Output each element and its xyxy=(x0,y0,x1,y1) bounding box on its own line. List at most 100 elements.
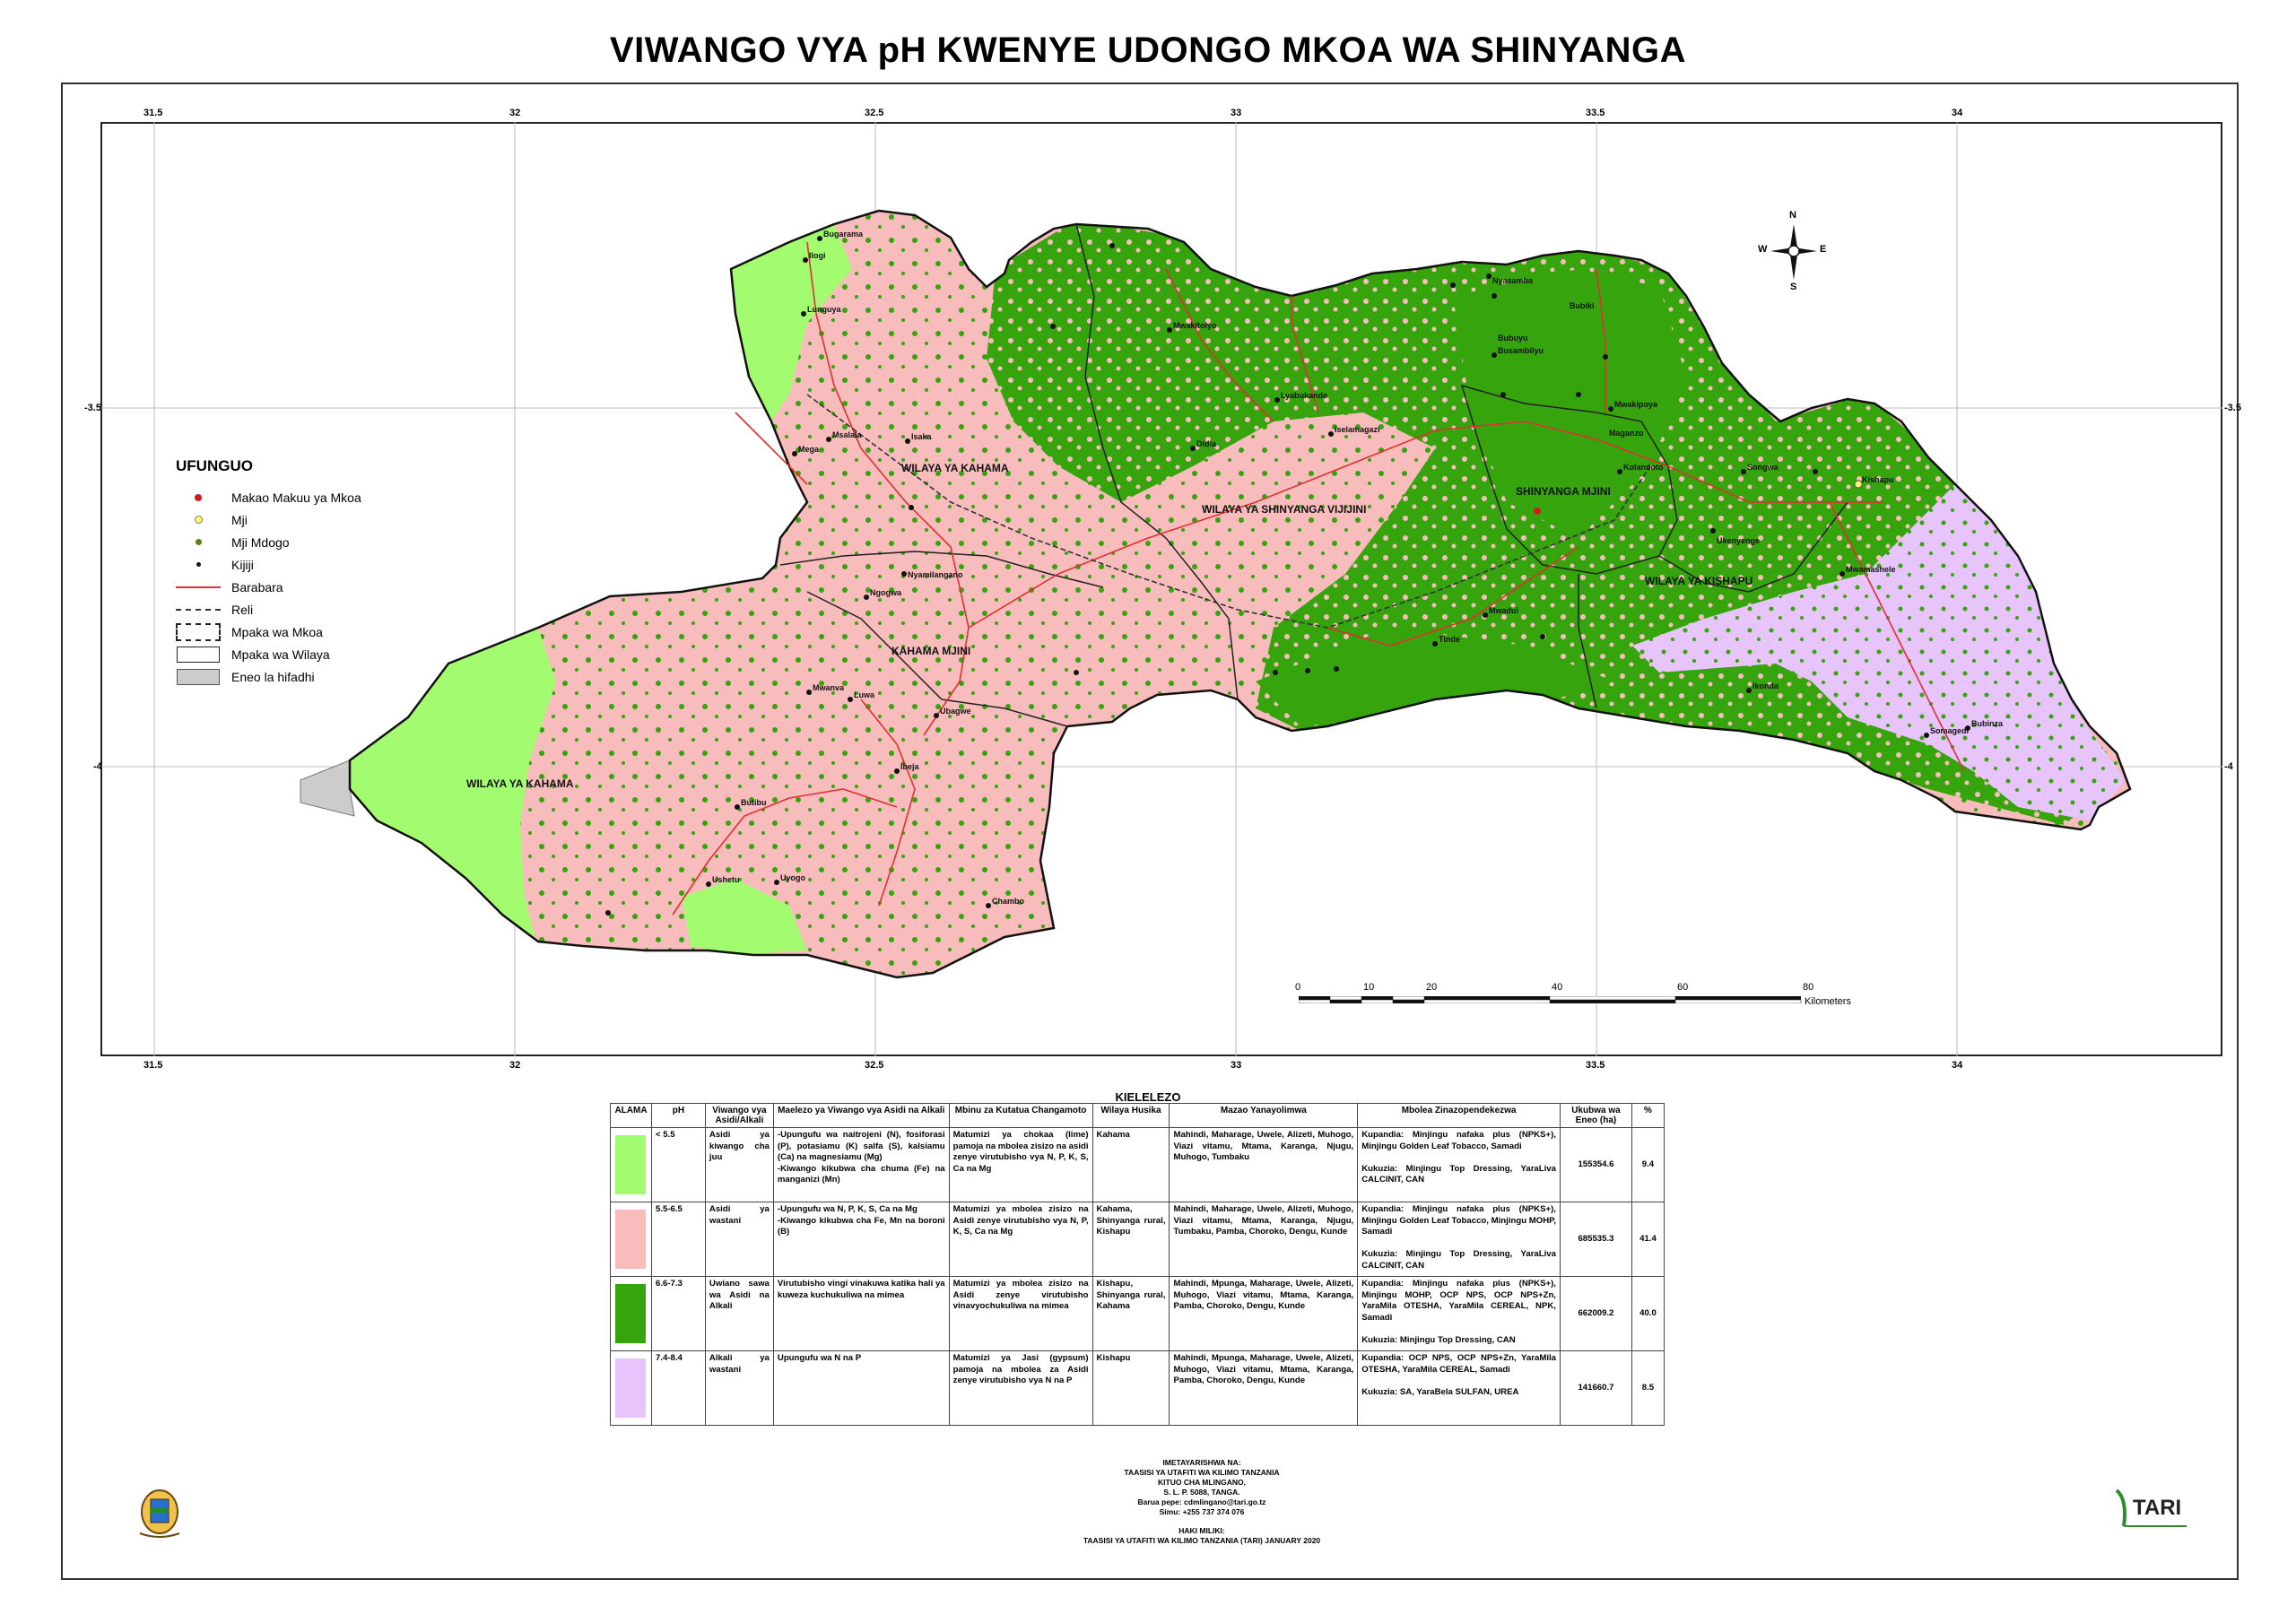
region-boundary-icon xyxy=(176,622,221,641)
district-boundaries xyxy=(779,223,1848,727)
key-header: Maelezo ya Viwango vya Asidi na Alkali xyxy=(772,1103,950,1128)
legend-item: Reli xyxy=(176,598,382,621)
place-labels: Bugarama Ilogi Lunguya Msalala Mega Isak… xyxy=(712,230,2004,906)
ph-color-swatch xyxy=(615,1135,647,1194)
key-cell-ph: 5.5-6.5 xyxy=(650,1202,706,1277)
scale-bar: 0 10 20 40 60 80 Kilometers xyxy=(1295,982,1891,1009)
legend-label: Makao Makuu ya Mkoa xyxy=(231,490,361,505)
key-header: Viwango vya Asidi/Alkali xyxy=(704,1103,774,1128)
grid-label-lon: 31.5 xyxy=(144,108,163,118)
place-label: Uyogo xyxy=(780,873,806,882)
key-cell-districts: Kishapu, Shinyanga rural, Kahama xyxy=(1091,1276,1170,1351)
key-row: 7.4-8.4 Alkali ya wastani Upungufu wa N na… xyxy=(610,1350,1665,1426)
scale-tick: 80 xyxy=(1803,982,1814,993)
key-cell-level: Asidi ya wastani xyxy=(704,1202,774,1277)
key-cell-fertilizer: Kupandia: Minjingu nafaka plus (NPKS+), … xyxy=(1357,1127,1561,1202)
key-cell-solution: Matumizi ya Jasi (gypsum) pamoja na mbol… xyxy=(948,1350,1093,1426)
imprint-copyright: TAASISI YA UTAFITI WA KILIMO TANZANIA (T… xyxy=(1083,1536,1321,1545)
legend-label: Mji xyxy=(231,512,248,527)
imprint-label: IMETAYARISHWA NA: xyxy=(1162,1458,1241,1467)
key-cell-area: 685535.3 xyxy=(1559,1202,1632,1277)
grid-label-lon: 32.5 xyxy=(865,1060,884,1071)
key-cell-description: Virutubisho vingi vinakuwa katika hali y… xyxy=(772,1276,950,1351)
scale-tick: 60 xyxy=(1677,982,1689,993)
legend-label: Eneo la hifadhi xyxy=(231,669,315,684)
place-label: Ibeja xyxy=(900,762,920,771)
key-cell-percent: 41.4 xyxy=(1631,1202,1665,1277)
key-cell-fertilizer: Kupandia: Minjingu nafaka plus (NPKS+), … xyxy=(1357,1202,1561,1277)
key-header: ALAMA xyxy=(610,1103,652,1128)
district-label: SHINYANGA MJINI xyxy=(1516,485,1611,498)
place-label: Ikonda xyxy=(1752,681,1779,690)
place-label: Mega xyxy=(798,445,820,454)
grid-label-lon: 33.5 xyxy=(1586,1060,1605,1071)
settlement-dots xyxy=(605,236,1970,916)
scale-tick: 0 xyxy=(1295,982,1301,993)
district-label: KAHAMA MJINI xyxy=(891,645,970,657)
place-label: Ubagwe xyxy=(940,707,971,716)
grid-label-lat: -3.5 xyxy=(84,403,101,413)
key-header: pH xyxy=(650,1103,706,1128)
key-row: < 5.5 Asidi ya kiwango cha juu -Upungufu w… xyxy=(610,1127,1665,1202)
key-cell-level: Asidi ya kiwango cha juu xyxy=(704,1127,774,1202)
grid-label-lat: -4 xyxy=(2224,761,2233,772)
legend-label: Mpaka wa Wilaya xyxy=(231,647,330,662)
railway xyxy=(806,394,1651,629)
railway-line-icon xyxy=(176,608,221,611)
key-header: % xyxy=(1631,1103,1665,1128)
place-label: Nyamilangano xyxy=(908,570,963,579)
grid-label-lon: 34 xyxy=(1952,1060,1963,1071)
key-cell-solution: Matumizi ya mbolea zisizo na Asidi zenye… xyxy=(948,1276,1093,1351)
key-cell-description: -Upungufu wa N, P, K, S, Ca na Mg -Kiwan… xyxy=(772,1202,950,1277)
grid-label-lon: 31.5 xyxy=(144,1060,163,1071)
reserve-area xyxy=(300,759,355,817)
place-label: Tinde xyxy=(1439,635,1460,644)
place-label: Luwa xyxy=(854,690,875,699)
imprint-phone: Simu: +255 737 374 076 xyxy=(1159,1507,1245,1516)
place-label: Busambilyu xyxy=(1498,346,1544,355)
legend-item: Barabara xyxy=(176,576,382,598)
key-header: Ukubwa wa Eneo (ha) xyxy=(1559,1103,1632,1128)
key-cell-crops: Mahindi, Mpunga, Maharage, Uwele, Alizet… xyxy=(1169,1350,1359,1426)
district-label: WILAYA YA SHINYANGA VIJIJINI xyxy=(1202,503,1366,516)
compass-e: E xyxy=(1820,244,1827,255)
grid-label-lon: 33 xyxy=(1231,108,1242,118)
place-label: Bubiki xyxy=(1570,301,1595,310)
map-title: VIWANGO VYA pH KWENYE UDONGO MKOA WA SHI… xyxy=(609,30,1687,70)
imprint-org: TAASISI YA UTAFITI WA KILIMO TANZANIA xyxy=(1124,1468,1280,1477)
key-swatch-cell xyxy=(610,1276,652,1351)
key-cell-crops: Mahindi, Maharage, Uwele, Alizeti, Muhog… xyxy=(1169,1202,1359,1277)
grid-label-lon: 32 xyxy=(509,108,521,118)
legend-label: Mpaka wa Mkoa xyxy=(231,624,323,639)
place-label: Kolandoto xyxy=(1623,463,1664,472)
key-header-row: ALAMA pH Viwango vya Asidi/Alkali Maelez… xyxy=(610,1103,1665,1128)
ph-color-swatch xyxy=(615,1284,647,1343)
grid-label-lat: -4 xyxy=(93,761,102,772)
green-dot-icon xyxy=(195,539,202,545)
compass-rose-icon xyxy=(1770,224,1817,280)
district-label: WILAYA YA KAHAMA xyxy=(901,462,1009,474)
place-label: Ngogwa xyxy=(870,588,902,597)
key-header: Mbolea Zinazopendekezwa xyxy=(1357,1103,1561,1128)
legend-item: Mji Mdogo xyxy=(176,531,382,553)
region-boundary xyxy=(348,209,2132,979)
town-dot xyxy=(1854,480,1863,489)
key-cell-solution: Matumizi ya chokaa (lime) pamoja na mbol… xyxy=(948,1127,1093,1202)
grid-label-lon: 33.5 xyxy=(1586,108,1605,118)
place-label: Isaka xyxy=(911,432,933,441)
place-label: Lunguya xyxy=(807,305,841,314)
legend-item: Mpaka wa Wilaya xyxy=(176,643,382,665)
reserve-area-icon xyxy=(177,668,220,685)
compass-w: W xyxy=(1758,244,1768,255)
place-label: Maganzo xyxy=(1609,429,1644,438)
key-cell-solution: Matumizi ya mbolea zisizo na Asidi zenye… xyxy=(948,1202,1093,1277)
key-header: Wilaya Husika xyxy=(1091,1103,1170,1128)
key-cell-description: -Upungufu wa naitrojeni (N), fosiforasi … xyxy=(772,1127,950,1202)
ph-color-swatch xyxy=(615,1210,647,1269)
district-boundary-icon xyxy=(177,646,220,663)
imprint-po-box: S. L. P. 5088, TANGA. xyxy=(1163,1488,1240,1497)
place-label: Nyasamba xyxy=(1492,276,1534,285)
legend-item: Eneo la hifadhi xyxy=(176,665,382,688)
place-label: Kishapu xyxy=(1862,475,1894,484)
key-cell-crops: Mahindi, Mpunga, Maharage, Uwele, Alizet… xyxy=(1169,1276,1359,1351)
